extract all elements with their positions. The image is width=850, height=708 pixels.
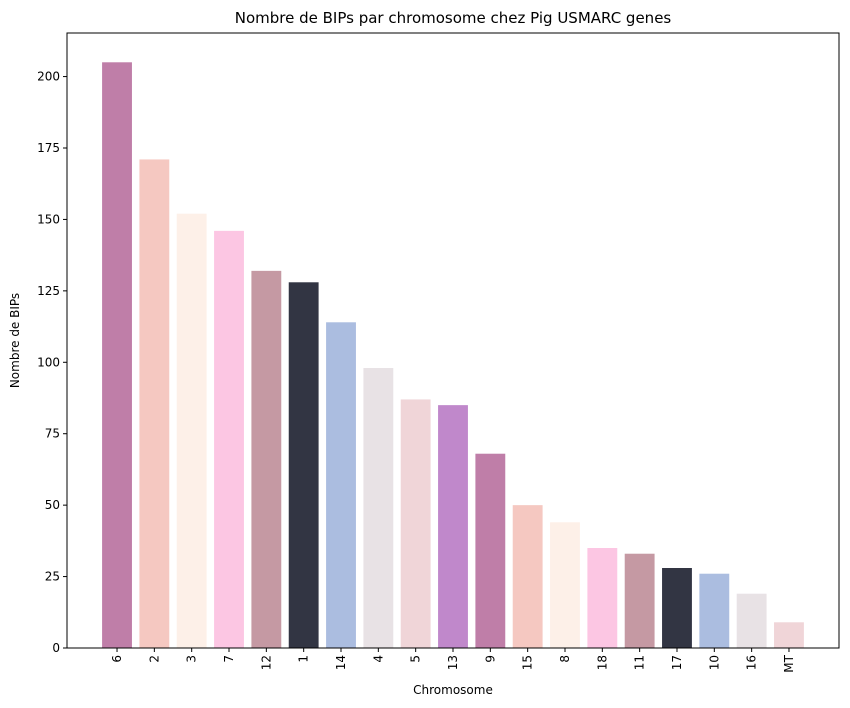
bar-16 (736, 593, 767, 648)
x-tick-label: MT (782, 654, 796, 672)
y-tick-label: 175 (37, 141, 60, 155)
bar-10 (699, 573, 730, 648)
x-tick-label: 5 (409, 655, 423, 663)
x-axis: 6 2 3 7 12 1 14 4 5 13 9 15 8 18 11 17 10 16 MT (110, 648, 796, 673)
x-tick-label: 4 (371, 655, 385, 663)
bar-2 (139, 159, 170, 648)
x-tick-label: 18 (595, 655, 609, 670)
bar-15 (512, 505, 543, 648)
x-tick-label: 1 (297, 655, 311, 663)
y-tick-label: 150 (37, 212, 60, 226)
y-tick-label: 0 (52, 641, 60, 655)
bar-4 (363, 368, 394, 648)
x-tick-label: 8 (558, 655, 572, 663)
x-tick-label: 17 (670, 655, 684, 670)
x-tick-label: 2 (147, 655, 161, 663)
chart-title: Nombre de BIPs par chromosome chez Pig U… (235, 9, 672, 27)
bar-1 (288, 282, 319, 648)
y-tick-label: 50 (45, 498, 60, 512)
x-tick-label: 14 (334, 655, 348, 670)
x-tick-label: 10 (707, 655, 721, 670)
bars-layer (102, 62, 804, 649)
x-tick-label: 12 (259, 655, 273, 670)
x-tick-label: 11 (633, 655, 647, 670)
x-tick-label: 3 (185, 655, 199, 663)
bar-MT (774, 622, 804, 648)
bar-7 (214, 230, 244, 649)
plot-frame (66, 32, 840, 649)
y-axis: 0 25 50 75 100 125 150 175 200 (37, 70, 67, 655)
y-tick-label: 200 (37, 70, 60, 84)
bar-6 (102, 62, 132, 649)
x-tick-label: 7 (222, 655, 236, 663)
bar-18 (587, 548, 618, 648)
x-tick-label: 6 (110, 655, 124, 663)
bar-12 (251, 270, 282, 648)
y-tick-label: 75 (45, 427, 60, 441)
y-tick-label: 25 (45, 570, 60, 584)
bar-17 (662, 568, 692, 648)
x-tick-label: 16 (745, 655, 759, 670)
bar-11 (624, 553, 655, 648)
x-axis-label: Chromosome (413, 683, 493, 697)
x-tick-label: 13 (446, 655, 460, 670)
bar-13 (438, 405, 468, 648)
bar-9 (475, 453, 506, 648)
x-tick-label: 15 (521, 655, 535, 670)
bar-5 (400, 399, 431, 648)
y-tick-label: 125 (37, 284, 60, 298)
y-tick-label: 100 (37, 355, 60, 369)
x-tick-label: 9 (483, 655, 497, 663)
bar-8 (550, 522, 580, 648)
bar-3 (176, 213, 207, 648)
y-axis-label: Nombre de BIPs (8, 293, 22, 388)
bar-14 (326, 322, 356, 648)
